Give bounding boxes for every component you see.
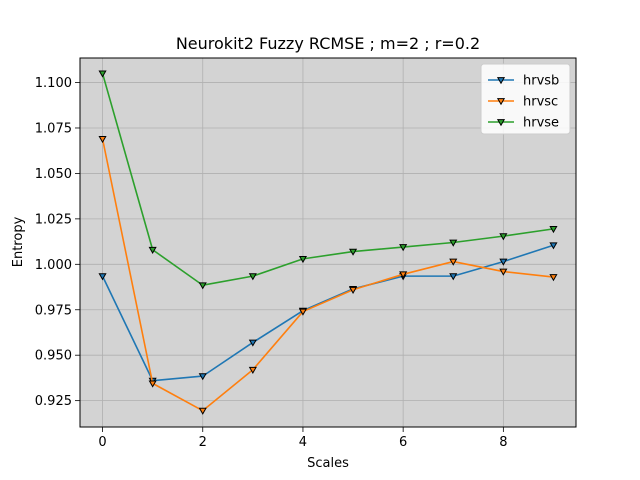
x-axis-title: Scales xyxy=(307,456,349,471)
series-line-hrvsc xyxy=(101,138,554,412)
data-point-hrvsc xyxy=(549,274,558,282)
data-point-hrvsb xyxy=(499,258,508,266)
data-point-hrvse xyxy=(499,233,508,241)
legend-marker xyxy=(496,77,506,85)
y-tick-label: 0.975 xyxy=(35,303,72,318)
data-point-hrvsb xyxy=(198,373,207,381)
data-point-hrvse xyxy=(549,225,558,234)
legend-label: hrvsc xyxy=(523,95,558,110)
data-point-hrvsc xyxy=(148,380,157,388)
y-tick-label: 0.950 xyxy=(35,349,72,364)
x-tick-label: 4 xyxy=(299,435,307,450)
y-tick-label: 1.100 xyxy=(35,76,72,91)
series-layer xyxy=(98,70,558,415)
data-point-hrvsc xyxy=(98,135,107,144)
data-point-hrvse xyxy=(449,239,458,247)
legend-marker xyxy=(496,119,506,127)
data-point-hrvsb xyxy=(98,273,107,281)
x-tick-label: 6 xyxy=(399,435,407,450)
legend-item-hrvsc: hrvsc xyxy=(488,95,558,110)
data-point-hrvsb xyxy=(248,339,257,347)
y-tick-label: 0.925 xyxy=(35,394,72,409)
legend-label: hrvse xyxy=(523,116,559,131)
series-line-hrvse xyxy=(101,73,554,287)
data-point-hrvse xyxy=(248,273,257,281)
x-tick-label: 2 xyxy=(199,435,207,450)
legend: hrvsb hrvsc hrvse xyxy=(480,63,571,135)
data-point-hrvsc xyxy=(248,366,257,374)
data-point-hrvsc xyxy=(499,268,508,276)
data-point-hrvsc xyxy=(348,286,358,294)
chart-title: Neurokit2 Fuzzy RCMSE ; m=2 ; r=0.2 xyxy=(176,34,480,53)
y-tick-label: 1.025 xyxy=(35,212,72,227)
data-point-hrvse xyxy=(399,244,408,252)
data-point-hrvsc xyxy=(449,258,458,266)
legend-item-hrvse: hrvse xyxy=(488,116,559,131)
legend-item-hrvsb: hrvsb xyxy=(488,74,559,89)
x-tick-label: 0 xyxy=(98,435,106,450)
data-point-hrvsb xyxy=(449,273,458,281)
series-hrvsc xyxy=(98,135,558,415)
legend-box xyxy=(480,63,571,135)
data-point-hrvsb xyxy=(549,242,558,250)
y-axis-title: Entropy xyxy=(11,216,26,267)
axis-ticks: 0 2 4 6 8 0.925 0.950 0.975 1.000 1.025 1.050 1.075… xyxy=(35,76,508,450)
y-tick-label: 1.050 xyxy=(35,167,72,182)
data-point-hrvse xyxy=(148,246,157,254)
legend-label: hrvsb xyxy=(523,74,559,89)
data-point-hrvsc xyxy=(298,308,308,316)
y-tick-label: 1.075 xyxy=(35,121,72,136)
series-hrvse xyxy=(98,70,558,290)
legend-marker xyxy=(496,98,506,106)
plot-frame xyxy=(79,57,577,428)
data-point-hrvse xyxy=(198,282,207,290)
data-point-hrvsc xyxy=(399,271,408,279)
data-point-hrvse xyxy=(298,255,308,264)
data-point-hrvse xyxy=(98,70,107,78)
data-point-hrvse xyxy=(348,248,358,256)
y-tick-label: 1.000 xyxy=(35,258,72,273)
x-tick-label: 8 xyxy=(499,435,507,450)
series-line-hrvsb xyxy=(101,244,554,382)
data-point-hrvsc xyxy=(198,407,207,415)
